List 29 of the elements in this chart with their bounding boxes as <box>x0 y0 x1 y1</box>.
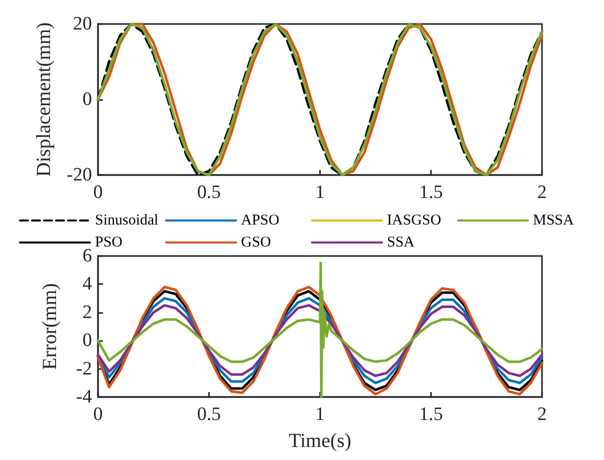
y-tick-label: 20 <box>73 14 92 34</box>
y-tick-label: 6 <box>82 246 92 266</box>
y-tick-label: -20 <box>66 164 92 186</box>
x-tick-label: 1 <box>315 404 325 425</box>
legend-label: GSO <box>241 234 272 250</box>
legend-label: SSA <box>387 234 415 250</box>
y-tick-label: 4 <box>82 274 92 295</box>
y-tick-label: 0 <box>82 89 92 110</box>
y-tick-label: -4 <box>76 386 92 408</box>
legend-label: MSSA <box>533 212 574 228</box>
line-series <box>96 22 544 176</box>
x-tick-label: 2 <box>537 404 547 425</box>
legend-label: APSO <box>241 212 280 228</box>
y-axis-title: Error(mm) <box>39 283 61 370</box>
y-tick-label: 2 <box>82 302 92 323</box>
x-tick-label: 0.5 <box>197 404 221 425</box>
x-tick-label: 2 <box>537 182 547 203</box>
line-series <box>96 304 544 378</box>
x-tick-label: 1.5 <box>419 182 443 203</box>
y-axis-title: Displacement(mm) <box>33 22 55 177</box>
x-tick-label: 0.5 <box>197 182 221 203</box>
legend-label: PSO <box>95 234 123 250</box>
y-tick-label: -2 <box>76 358 92 380</box>
x-tick-label: 1.5 <box>419 404 443 425</box>
x-axis-title: Time(s) <box>288 430 352 452</box>
y-tick-label: 0 <box>82 330 92 352</box>
x-tick-label: 1 <box>315 182 325 203</box>
legend-label: IASGSO <box>387 212 442 228</box>
legend-label: Sinusoidal <box>95 212 158 228</box>
